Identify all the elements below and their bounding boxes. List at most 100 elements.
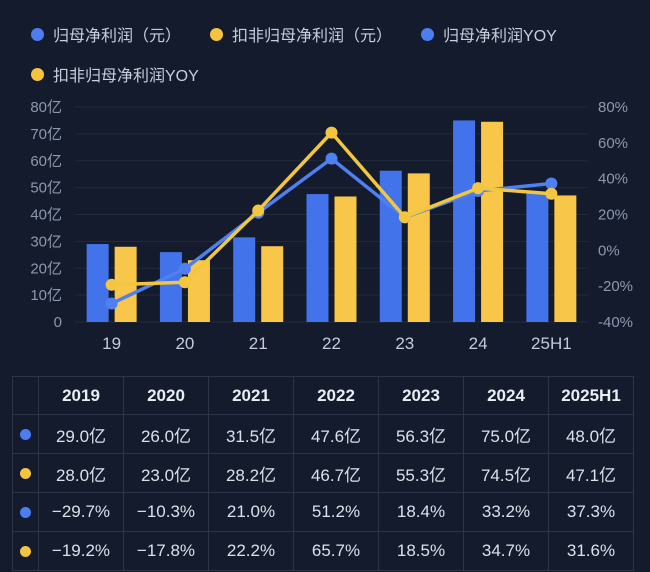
legend-row: 扣非归母净利润YOY bbox=[31, 62, 557, 86]
table-head: 2019 2020 2021 2022 2023 2024 2025H1 bbox=[12, 376, 634, 415]
line-marker bbox=[545, 177, 558, 190]
value-cell: 34.7% bbox=[463, 531, 549, 571]
series-dot-cell bbox=[12, 453, 39, 493]
bar bbox=[554, 195, 577, 322]
right-axis-tick: 0% bbox=[598, 242, 620, 259]
line-marker bbox=[545, 187, 558, 200]
bar bbox=[407, 173, 430, 322]
value-cell: 47.6亿 bbox=[293, 414, 379, 454]
legend-dot-icon bbox=[210, 27, 224, 41]
value-cell: 29.0亿 bbox=[38, 414, 124, 454]
table-row: 29.0亿 26.0亿 31.5亿 47.6亿 56.3亿 75.0亿 48.0亿 bbox=[12, 414, 634, 454]
value-cell: 65.7% bbox=[293, 531, 379, 571]
legend-dot-icon bbox=[31, 27, 44, 41]
line-marker bbox=[472, 182, 485, 195]
value-cell: 26.0亿 bbox=[123, 414, 209, 454]
left-axis-tick: 60亿 bbox=[30, 153, 62, 170]
legend-dot-icon bbox=[31, 67, 44, 81]
line-marker bbox=[178, 262, 191, 275]
left-axis-tick: 40亿 bbox=[30, 207, 62, 224]
table-header-year: 2019 bbox=[38, 376, 124, 415]
left-axis-tick: 0 bbox=[54, 314, 62, 331]
x-axis-label: 24 bbox=[469, 334, 488, 353]
line-marker bbox=[105, 278, 118, 291]
value-cell: 23.0亿 bbox=[123, 453, 209, 493]
table-header-year: 2024 bbox=[463, 376, 549, 415]
value-cell: 31.6% bbox=[548, 531, 634, 571]
table-header-row: 2019 2020 2021 2022 2023 2024 2025H1 bbox=[12, 376, 634, 415]
legend-item[interactable]: 扣非归母净利润YOY bbox=[31, 62, 199, 86]
table-header-year: 2023 bbox=[378, 376, 464, 415]
value-cell: 55.3亿 bbox=[378, 453, 464, 493]
line-marker bbox=[398, 211, 411, 224]
value-cell: 18.4% bbox=[378, 492, 464, 532]
value-cell: 75.0亿 bbox=[463, 414, 549, 454]
legend-row: 归母净利润（元） 扣非归母净利润（元） 归母净利润YOY bbox=[31, 22, 557, 46]
table-header-corner bbox=[12, 376, 39, 415]
value-cell: −10.3% bbox=[123, 492, 209, 532]
legend-label: 归母净利润YOY bbox=[443, 28, 557, 45]
legend-item[interactable]: 归母净利润YOY bbox=[421, 22, 557, 46]
table-header-year: 2025H1 bbox=[548, 376, 634, 415]
bar bbox=[233, 237, 256, 322]
value-cell: 18.5% bbox=[378, 531, 464, 571]
right-axis-tick: 80% bbox=[598, 99, 628, 116]
series-dot-icon bbox=[20, 468, 31, 480]
series-dot-cell bbox=[12, 414, 39, 454]
x-axis-label: 21 bbox=[249, 334, 268, 353]
bar bbox=[261, 246, 284, 322]
table-header-year: 2020 bbox=[123, 376, 209, 415]
series-dot-icon bbox=[20, 546, 31, 558]
legend-dot-icon bbox=[421, 27, 435, 41]
left-axis-tick: 30亿 bbox=[30, 233, 62, 250]
right-axis-tick: 20% bbox=[598, 207, 628, 224]
line-marker bbox=[105, 297, 118, 310]
line-marker bbox=[325, 126, 338, 139]
value-cell: 28.0亿 bbox=[38, 453, 124, 493]
table-row: −19.2% −17.8% 22.2% 65.7% 18.5% 34.7% 31.6% bbox=[12, 531, 634, 571]
left-axis-tick: 50亿 bbox=[30, 180, 62, 197]
value-cell: −19.2% bbox=[38, 531, 124, 571]
value-cell: 22.2% bbox=[208, 531, 294, 571]
legend-item[interactable]: 扣非归母净利润（元） bbox=[210, 22, 392, 46]
table-header-year: 2022 bbox=[293, 376, 379, 415]
value-cell: 51.2% bbox=[293, 492, 379, 532]
bar bbox=[159, 252, 182, 322]
left-axis-tick: 80亿 bbox=[30, 99, 62, 116]
combo-chart: 80亿 70亿 60亿 50亿 40亿 30亿 20亿 10亿 0 80% 60% 40% 20% 0% -… bbox=[30, 99, 633, 353]
legend-label: 归母净利润（元） bbox=[53, 28, 182, 45]
x-axis-label: 19 bbox=[102, 334, 121, 353]
table-header-year: 2021 bbox=[208, 376, 294, 415]
right-axis-tick: -20% bbox=[598, 278, 633, 295]
bar bbox=[306, 194, 329, 322]
x-axis-label: 22 bbox=[322, 334, 341, 353]
series-dot-icon bbox=[20, 507, 31, 519]
bar bbox=[334, 196, 357, 322]
series-dot-icon bbox=[20, 429, 31, 441]
x-axis-label: 20 bbox=[175, 334, 194, 353]
chart-legend: 归母净利润（元） 扣非归母净利润（元） 归母净利润YOY 扣非归母净利润YOY bbox=[31, 22, 557, 102]
x-axis-label: 23 bbox=[395, 334, 414, 353]
data-table: 2019 2020 2021 2022 2023 2024 2025H1 29.0亿 26.0… bbox=[12, 376, 634, 571]
left-axis-tick: 70亿 bbox=[30, 126, 62, 143]
legend-item[interactable]: 归母净利润（元） bbox=[31, 22, 181, 46]
left-axis-tick: 10亿 bbox=[30, 287, 62, 304]
series-dot-cell bbox=[12, 531, 39, 571]
left-axis-tick: 20亿 bbox=[30, 260, 62, 277]
bar bbox=[86, 244, 109, 322]
value-cell: 46.7亿 bbox=[293, 453, 379, 493]
table-row: 28.0亿 23.0亿 28.2亿 46.7亿 55.3亿 74.5亿 47.1亿 bbox=[12, 453, 634, 493]
table-row: −29.7% −10.3% 21.0% 51.2% 18.4% 33.2% 37.3% bbox=[12, 492, 634, 532]
value-cell: −29.7% bbox=[38, 492, 124, 532]
value-cell: 33.2% bbox=[463, 492, 549, 532]
series-dot-cell bbox=[12, 492, 39, 532]
value-cell: 48.0亿 bbox=[548, 414, 634, 454]
value-cell: 21.0% bbox=[208, 492, 294, 532]
bar bbox=[481, 121, 504, 322]
bar bbox=[526, 193, 549, 322]
value-cell: 47.1亿 bbox=[548, 453, 634, 493]
right-axis-tick: 60% bbox=[598, 135, 628, 152]
line-marker bbox=[178, 276, 191, 289]
value-cell: 74.5亿 bbox=[463, 453, 549, 493]
value-cell: 37.3% bbox=[548, 492, 634, 532]
